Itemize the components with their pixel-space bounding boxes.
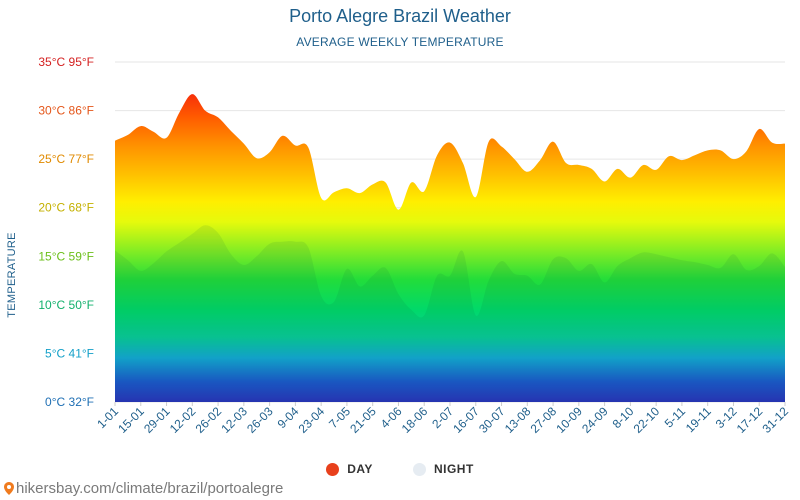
legend-item-day[interactable]: DAY — [326, 462, 373, 476]
x-tick-label: 15-01 — [115, 404, 147, 436]
x-tick-label: 30-07 — [476, 404, 508, 436]
x-tick-label: 29-01 — [141, 404, 173, 436]
x-tick-label: 12-02 — [167, 404, 199, 436]
x-tick-label: 22-10 — [631, 404, 663, 436]
x-tick-label: 16-07 — [450, 404, 482, 436]
legend-label-night: NIGHT — [433, 462, 474, 476]
night-series-shade — [115, 225, 785, 402]
legend-item-night[interactable]: NIGHT — [412, 462, 474, 476]
x-tick-label: 26-02 — [193, 404, 225, 436]
chart-legend: DAY NIGHT — [0, 462, 800, 476]
source-link[interactable]: hikersbay.com/climate/brazil/portoalegre — [4, 480, 283, 497]
y-tick-label: 35°C 95°F — [38, 55, 94, 69]
night-swatch-icon — [412, 462, 426, 476]
x-tick-label: 26-03 — [244, 404, 276, 436]
x-tick-label: 17-12 — [734, 404, 766, 436]
x-tick-label: 27-08 — [528, 404, 560, 436]
x-tick-label: 18-06 — [399, 404, 431, 436]
y-tick-label: 25°C 77°F — [38, 152, 94, 166]
page-subtitle: AVERAGE WEEKLY TEMPERATURE — [296, 35, 504, 49]
page-title: Porto Alegre Brazil Weather — [289, 6, 511, 26]
x-tick-label: 24-09 — [579, 404, 611, 436]
y-tick-label: 5°C 41°F — [45, 346, 94, 360]
legend-label-day: DAY — [347, 462, 373, 476]
y-tick-label: 0°C 32°F — [45, 395, 94, 409]
y-tick-label: 15°C 59°F — [38, 249, 94, 263]
x-tick-label: 19-11 — [683, 404, 714, 435]
y-tick-label: 10°C 50°F — [38, 298, 94, 312]
x-tick-label: 10-09 — [553, 404, 585, 436]
y-tick-label: 30°C 86°F — [38, 104, 94, 118]
x-tick-label: 23-04 — [296, 404, 328, 436]
x-tick-label: 31-12 — [760, 404, 792, 436]
y-tick-label: 20°C 68°F — [38, 201, 94, 215]
night-series-area — [115, 225, 785, 402]
x-tick-label: 13-08 — [502, 404, 534, 436]
source-url: hikersbay.com/climate/brazil/portoalegre — [16, 480, 284, 497]
map-pin-icon — [4, 482, 14, 495]
day-swatch-icon — [326, 462, 340, 476]
x-tick-label: 12-03 — [218, 404, 250, 436]
x-tick-label: 21-05 — [347, 404, 379, 436]
